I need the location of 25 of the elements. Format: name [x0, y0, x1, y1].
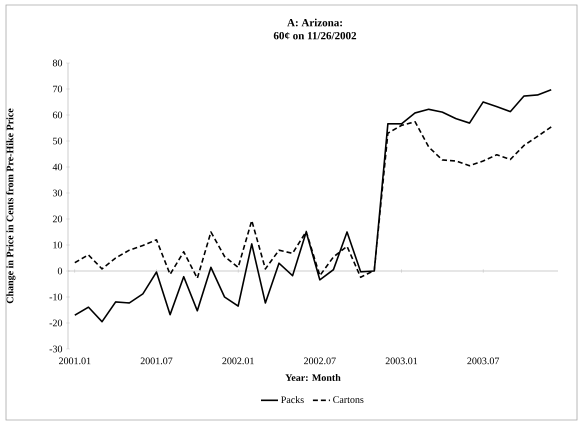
x-tick-label: 2003.07: [467, 358, 500, 364]
y-tick-label: 50: [53, 138, 62, 144]
line-series: [74, 88, 552, 322]
x-axis-title: Year: Month: [285, 374, 341, 382]
chart-title: A: Arizona:: [287, 18, 342, 26]
y-tick-label: -30: [50, 346, 62, 352]
legend-label: Cartons: [333, 396, 364, 403]
y-tick-label: 80: [52, 60, 62, 66]
chart-subtitle: 60¢ on 11/26/2002: [274, 32, 356, 40]
y-tick-label: 40: [52, 164, 62, 170]
y-tick-label: 60: [52, 112, 62, 118]
x-tick-label: 2001.01: [59, 358, 90, 364]
y-tick-label: 10: [53, 242, 62, 248]
legend-label: Packs: [281, 396, 304, 404]
y-tick-label: 0: [58, 268, 62, 274]
y-axis-title: Change in Price in Cents from Pre-Hike Price: [6, 108, 16, 304]
x-tick-label: 2001.07: [140, 358, 172, 364]
y-tick-label: -20: [50, 320, 62, 326]
x-tick-label: 2002.01: [222, 358, 254, 364]
y-tick-label: -10: [50, 294, 62, 300]
x-tick-label: 2002.07: [304, 358, 336, 364]
y-tick-label: 30: [52, 190, 62, 196]
x-tick-label: 2003.01: [386, 358, 418, 364]
y-tick-label: 70: [53, 86, 62, 92]
y-tick-label: 20: [52, 216, 62, 222]
